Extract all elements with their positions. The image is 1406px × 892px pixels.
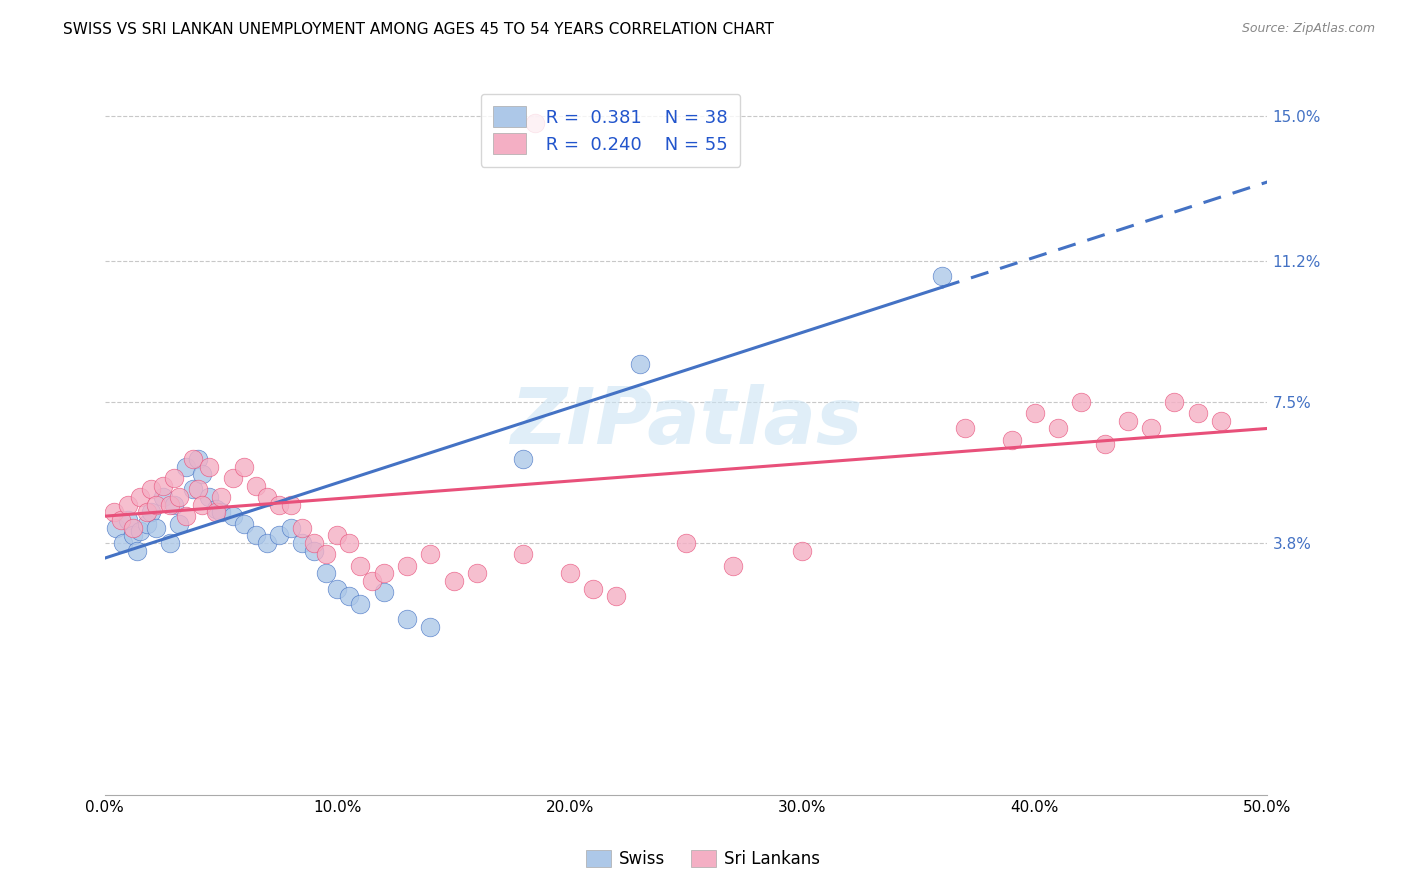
Point — [221, 509, 243, 524]
Point — [1070, 394, 1092, 409]
Point — [361, 574, 384, 588]
Point — [953, 421, 976, 435]
Point — [558, 566, 581, 581]
Point — [1187, 406, 1209, 420]
Point — [326, 528, 349, 542]
Point — [315, 566, 337, 581]
Point — [135, 505, 157, 519]
Point — [141, 505, 163, 519]
Point — [1163, 394, 1185, 409]
Point — [187, 483, 209, 497]
Point — [326, 582, 349, 596]
Legend:  R =  0.381    N = 38,  R =  0.240    N = 55: R = 0.381 N = 38, R = 0.240 N = 55 — [481, 94, 741, 167]
Point — [110, 513, 132, 527]
Point — [245, 478, 267, 492]
Point — [931, 268, 953, 283]
Point — [512, 547, 534, 561]
Point — [419, 547, 441, 561]
Point — [349, 558, 371, 573]
Point — [269, 528, 291, 542]
Point — [135, 516, 157, 531]
Point — [302, 543, 325, 558]
Point — [112, 536, 135, 550]
Point — [523, 116, 546, 130]
Point — [163, 471, 186, 485]
Point — [141, 483, 163, 497]
Point — [209, 505, 232, 519]
Text: ZIPatlas: ZIPatlas — [510, 384, 862, 459]
Point — [198, 459, 221, 474]
Point — [269, 498, 291, 512]
Point — [181, 483, 204, 497]
Point — [191, 498, 214, 512]
Point — [159, 536, 181, 550]
Point — [174, 459, 197, 474]
Point — [349, 597, 371, 611]
Point — [174, 509, 197, 524]
Point — [315, 547, 337, 561]
Point — [181, 452, 204, 467]
Point — [280, 521, 302, 535]
Point — [792, 543, 814, 558]
Point — [233, 459, 256, 474]
Point — [145, 521, 167, 535]
Point — [121, 521, 143, 535]
Point — [128, 490, 150, 504]
Point — [105, 521, 128, 535]
Point — [159, 498, 181, 512]
Point — [419, 620, 441, 634]
Point — [465, 566, 488, 581]
Point — [205, 505, 228, 519]
Point — [373, 585, 395, 599]
Point — [191, 467, 214, 482]
Point — [128, 524, 150, 539]
Point — [152, 478, 174, 492]
Point — [675, 536, 697, 550]
Point — [605, 590, 627, 604]
Point — [209, 490, 232, 504]
Point — [291, 521, 314, 535]
Point — [302, 536, 325, 550]
Point — [395, 612, 418, 626]
Point — [1047, 421, 1070, 435]
Point — [628, 357, 651, 371]
Point — [443, 574, 465, 588]
Point — [198, 490, 221, 504]
Point — [152, 490, 174, 504]
Point — [280, 498, 302, 512]
Point — [117, 513, 139, 527]
Point — [103, 505, 125, 519]
Point — [1024, 406, 1046, 420]
Legend: Swiss, Sri Lankans: Swiss, Sri Lankans — [579, 843, 827, 875]
Point — [233, 516, 256, 531]
Point — [1140, 421, 1163, 435]
Point — [187, 452, 209, 467]
Point — [256, 490, 278, 504]
Point — [721, 558, 744, 573]
Point — [221, 471, 243, 485]
Point — [1094, 436, 1116, 450]
Text: Source: ZipAtlas.com: Source: ZipAtlas.com — [1241, 22, 1375, 36]
Point — [205, 501, 228, 516]
Point — [337, 590, 360, 604]
Point — [395, 558, 418, 573]
Point — [127, 543, 149, 558]
Point — [373, 566, 395, 581]
Point — [1116, 414, 1139, 428]
Point — [1001, 433, 1024, 447]
Point — [163, 498, 186, 512]
Point — [1209, 414, 1232, 428]
Point — [121, 528, 143, 542]
Point — [582, 582, 605, 596]
Point — [145, 498, 167, 512]
Point — [291, 536, 314, 550]
Point — [167, 490, 190, 504]
Point — [117, 498, 139, 512]
Point — [245, 528, 267, 542]
Point — [337, 536, 360, 550]
Point — [512, 452, 534, 467]
Text: SWISS VS SRI LANKAN UNEMPLOYMENT AMONG AGES 45 TO 54 YEARS CORRELATION CHART: SWISS VS SRI LANKAN UNEMPLOYMENT AMONG A… — [63, 22, 775, 37]
Point — [256, 536, 278, 550]
Point — [167, 516, 190, 531]
